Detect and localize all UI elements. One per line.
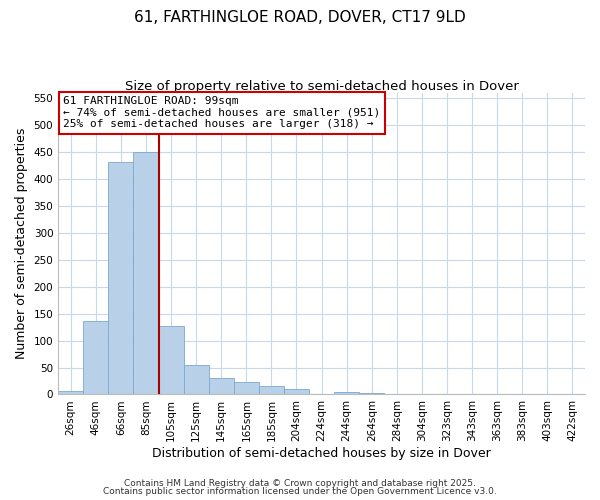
Text: Contains public sector information licensed under the Open Government Licence v3: Contains public sector information licen… xyxy=(103,487,497,496)
Bar xyxy=(259,386,284,394)
Bar xyxy=(334,392,359,394)
Bar xyxy=(284,389,309,394)
Text: Contains HM Land Registry data © Crown copyright and database right 2025.: Contains HM Land Registry data © Crown c… xyxy=(124,478,476,488)
Title: Size of property relative to semi-detached houses in Dover: Size of property relative to semi-detach… xyxy=(125,80,518,93)
Bar xyxy=(184,365,209,394)
Bar xyxy=(58,390,83,394)
Bar xyxy=(234,382,259,394)
Bar xyxy=(158,326,184,394)
Bar xyxy=(109,162,133,394)
Bar xyxy=(209,378,234,394)
Bar xyxy=(83,320,109,394)
X-axis label: Distribution of semi-detached houses by size in Dover: Distribution of semi-detached houses by … xyxy=(152,447,491,460)
Text: 61 FARTHINGLOE ROAD: 99sqm
← 74% of semi-detached houses are smaller (951)
25% o: 61 FARTHINGLOE ROAD: 99sqm ← 74% of semi… xyxy=(64,96,380,129)
Bar xyxy=(133,152,158,394)
Y-axis label: Number of semi-detached properties: Number of semi-detached properties xyxy=(15,128,28,360)
Text: 61, FARTHINGLOE ROAD, DOVER, CT17 9LD: 61, FARTHINGLOE ROAD, DOVER, CT17 9LD xyxy=(134,10,466,25)
